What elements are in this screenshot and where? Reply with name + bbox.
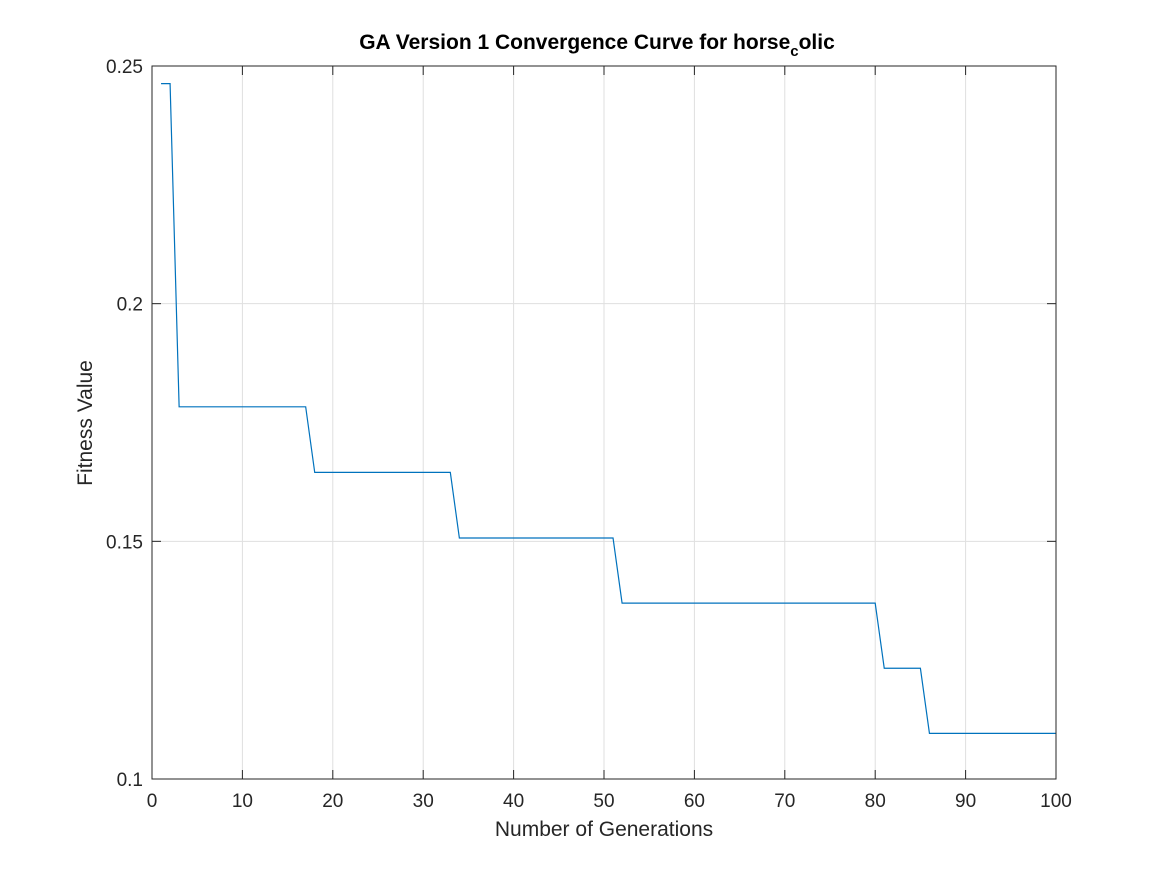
x-tick-label: 30 [413,791,434,812]
x-tick-label: 20 [322,791,343,812]
y-tick-label: 0.15 [106,532,143,553]
chart-title-main: GA Version 1 Convergence Curve for horse [359,31,790,54]
y-tick-label: 0.1 [117,770,143,791]
ticks-layer [151,65,1057,780]
x-axis-label: Number of Generations [495,818,713,841]
tick-labels-layer: 0 10 20 30 40 50 60 70 80 90 100 0.1 0.15 0.2 0.25 [106,57,1072,812]
x-tick-label: 100 [1040,791,1072,812]
x-tick-label: 60 [684,791,705,812]
x-tick-label: 70 [774,791,795,812]
grid-layer [152,66,1056,779]
chart-title-after: olic [799,31,835,54]
chart-title-subscript: c [790,43,798,60]
x-tick-label: 90 [955,791,976,812]
chart-title: GA Version 1 Convergence Curve for horse… [359,31,835,60]
x-tick-label: 80 [865,791,886,812]
x-tick-label: 0 [147,791,158,812]
series-layer [161,82,1056,734]
x-tick-label: 10 [232,791,253,812]
y-axis-label: Fitness Value [74,360,97,486]
y-tick-label: 0.25 [106,57,143,78]
x-tick-label: 40 [503,791,524,812]
y-tick-label: 0.2 [117,295,143,316]
plot-area [152,66,1056,779]
x-tick-label: 50 [593,791,614,812]
series-line [161,82,1056,734]
